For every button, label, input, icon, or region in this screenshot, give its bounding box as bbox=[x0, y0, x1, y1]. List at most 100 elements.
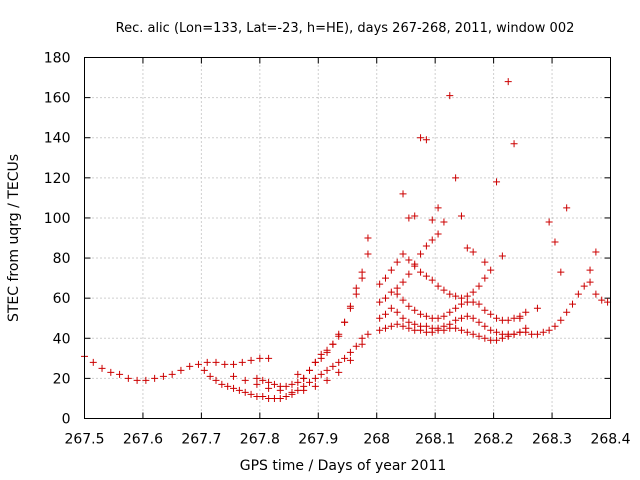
data-point bbox=[452, 292, 460, 300]
data-point bbox=[469, 248, 477, 256]
data-point bbox=[335, 368, 343, 376]
data-point bbox=[469, 330, 477, 338]
x-tick-label: 268 bbox=[363, 432, 390, 448]
data-point bbox=[481, 322, 489, 330]
data-point bbox=[457, 300, 465, 308]
data-point bbox=[580, 282, 588, 290]
data-point bbox=[551, 322, 559, 330]
data-point bbox=[381, 324, 389, 332]
data-point bbox=[282, 392, 290, 400]
data-point bbox=[504, 330, 512, 338]
data-point bbox=[475, 332, 483, 340]
data-point bbox=[358, 274, 366, 282]
data-point bbox=[241, 388, 249, 396]
data-point bbox=[569, 300, 577, 308]
data-point bbox=[411, 320, 419, 328]
data-point bbox=[452, 174, 460, 182]
data-point bbox=[282, 382, 290, 390]
axis-ticks bbox=[84, 57, 611, 419]
data-point bbox=[405, 324, 413, 332]
data-point bbox=[551, 238, 559, 246]
data-point bbox=[516, 314, 524, 322]
data-point bbox=[300, 386, 308, 394]
data-point bbox=[393, 284, 401, 292]
data-point bbox=[475, 282, 483, 290]
data-point bbox=[457, 294, 465, 302]
data-point bbox=[311, 382, 319, 390]
data-point bbox=[256, 354, 264, 362]
data-point bbox=[399, 314, 407, 322]
data-point bbox=[151, 374, 159, 382]
chart-title: Rec. alic (Lon=133, Lat=-23, h=HE), days… bbox=[116, 21, 575, 36]
data-point bbox=[475, 300, 483, 308]
data-point bbox=[533, 304, 541, 312]
data-point bbox=[493, 314, 501, 322]
data-point bbox=[452, 316, 460, 324]
data-point bbox=[230, 384, 238, 392]
data-point bbox=[493, 328, 501, 336]
data-point bbox=[598, 296, 606, 304]
data-point bbox=[329, 362, 337, 370]
y-tick-label: 140 bbox=[44, 131, 71, 147]
data-point bbox=[428, 276, 436, 284]
data-point bbox=[452, 324, 460, 332]
data-point bbox=[469, 288, 477, 296]
data-point bbox=[270, 394, 278, 402]
y-tick-label: 120 bbox=[44, 171, 71, 187]
data-point bbox=[159, 372, 167, 380]
x-tick-label: 267.7 bbox=[181, 432, 221, 448]
x-tick-label: 267.8 bbox=[240, 432, 280, 448]
data-point bbox=[504, 316, 512, 324]
data-point bbox=[557, 268, 565, 276]
data-point bbox=[417, 250, 425, 258]
data-point bbox=[253, 392, 261, 400]
data-point bbox=[241, 376, 249, 384]
data-point bbox=[168, 370, 176, 378]
data-point bbox=[352, 290, 360, 298]
data-point bbox=[381, 310, 389, 318]
data-point bbox=[533, 330, 541, 338]
data-point bbox=[457, 326, 465, 334]
data-point bbox=[387, 288, 395, 296]
x-tick-label: 268.4 bbox=[590, 432, 630, 448]
data-point bbox=[194, 360, 202, 368]
data-point bbox=[133, 376, 141, 384]
y-tick-label: 80 bbox=[53, 251, 71, 267]
data-point bbox=[411, 212, 419, 220]
data-point bbox=[376, 298, 384, 306]
data-point bbox=[346, 348, 354, 356]
data-point bbox=[399, 296, 407, 304]
data-point bbox=[510, 314, 518, 322]
data-point bbox=[411, 306, 419, 314]
data-point bbox=[475, 318, 483, 326]
data-point bbox=[504, 78, 512, 86]
data-point bbox=[440, 322, 448, 330]
data-point bbox=[422, 136, 430, 144]
data-point bbox=[124, 374, 132, 382]
data-point bbox=[405, 270, 413, 278]
data-point bbox=[341, 354, 349, 362]
data-point bbox=[364, 330, 372, 338]
data-point bbox=[574, 290, 582, 298]
data-point bbox=[346, 356, 354, 364]
data-point bbox=[422, 322, 430, 330]
data-point bbox=[417, 268, 425, 276]
data-point bbox=[346, 304, 354, 312]
data-point bbox=[592, 290, 600, 298]
data-point bbox=[393, 308, 401, 316]
data-point bbox=[586, 278, 594, 286]
data-point bbox=[528, 330, 536, 338]
data-point bbox=[411, 260, 419, 268]
data-point bbox=[247, 356, 255, 364]
x-tick-labels: 267.5 267.6 267.7 267.8 267.9 268 268.1 268.2 26… bbox=[64, 432, 630, 448]
data-point bbox=[358, 340, 366, 348]
data-point bbox=[116, 370, 124, 378]
data-point bbox=[352, 342, 360, 350]
data-point bbox=[230, 360, 238, 368]
data-point bbox=[288, 380, 296, 388]
data-point bbox=[358, 268, 366, 276]
data-point bbox=[381, 274, 389, 282]
data-point bbox=[376, 314, 384, 322]
data-point bbox=[428, 314, 436, 322]
data-point bbox=[487, 266, 495, 274]
